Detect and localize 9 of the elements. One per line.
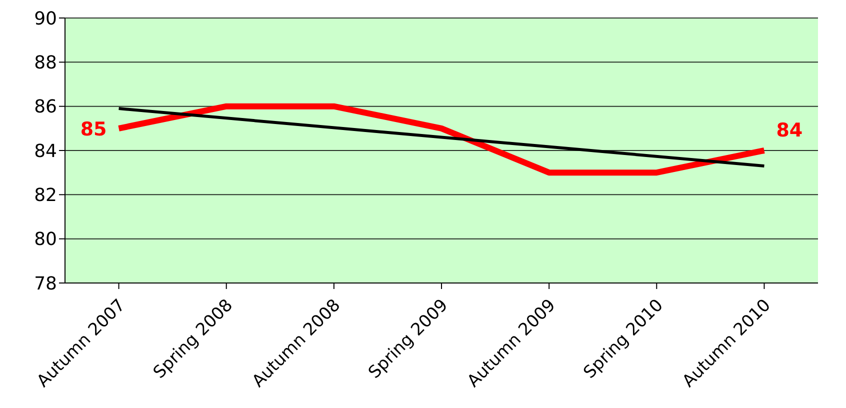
y-tick-label: 90 [34,8,57,30]
data-label: 85 [80,118,107,140]
y-tick-label: 80 [34,229,57,250]
y-tick-label: 78 [34,273,57,294]
y-tick-label: 86 [34,96,57,118]
y-tick-label: 84 [34,140,57,162]
y-tick-label: 82 [34,185,57,206]
data-label: 84 [776,120,803,142]
y-tick-label: 88 [34,52,57,74]
